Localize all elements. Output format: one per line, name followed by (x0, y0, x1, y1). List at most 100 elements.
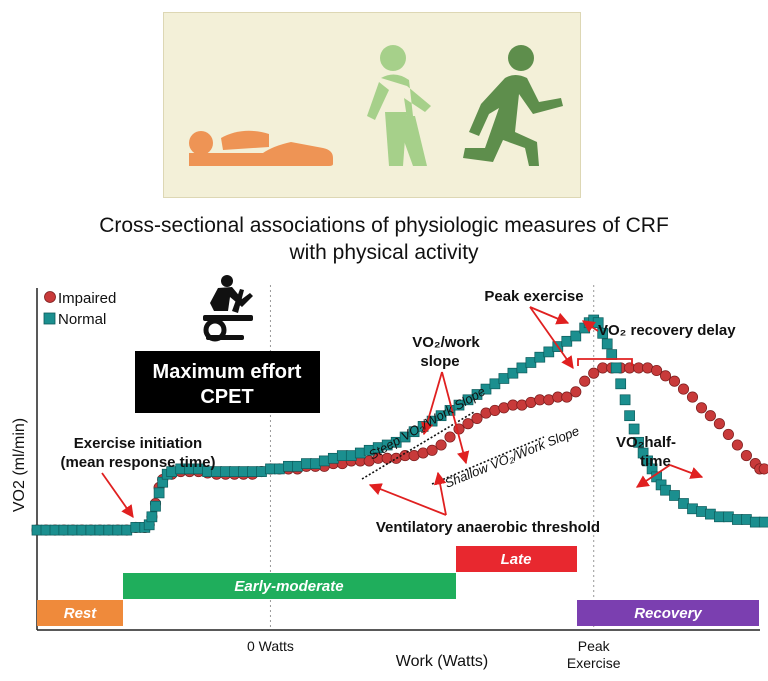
phase-label-recovery: Recovery (634, 605, 702, 622)
normal-point-90 (723, 511, 734, 523)
maximum-effort-line-1: Maximum effort (153, 361, 302, 383)
phase-bar-rest (37, 600, 123, 626)
normal-point-91 (732, 514, 743, 525)
vo2-half-time-label-1: VO₂half- (616, 434, 676, 451)
phase-label-late: Late (501, 551, 532, 568)
normal-point-2 (49, 524, 61, 536)
impaired-point-82 (740, 450, 752, 462)
normal-point-85 (678, 498, 689, 509)
normal-point-60 (534, 351, 546, 363)
x-tick-label-peak-exercise: Exercise (567, 655, 621, 671)
person-running-icon (463, 45, 563, 166)
normal-point-16 (153, 487, 165, 499)
normal-point-1 (40, 524, 52, 536)
vo2-work-slope-arrow-shallow (441, 371, 470, 465)
normal-point-29 (256, 466, 267, 477)
vo2-recovery-delay-bracket (577, 358, 633, 366)
exercise-initiation-arrow (101, 472, 134, 519)
shallow-slope-line (431, 436, 545, 485)
normal-point-28 (247, 466, 258, 477)
vo2-chart: Rest Early-moderate Late Recovery Impair… (11, 275, 768, 671)
normal-point-14 (146, 511, 158, 523)
normal-point-94 (758, 516, 768, 528)
impaired-point-75 (677, 383, 690, 395)
normal-point-57 (507, 367, 519, 379)
normal-point-89 (714, 511, 725, 523)
normal-point-8 (103, 524, 115, 536)
impaired-point-73 (659, 370, 672, 382)
legend-normal-marker (43, 312, 56, 325)
normal-point-92 (741, 514, 752, 525)
normal-point-53 (471, 389, 483, 400)
phase-bars: Rest Early-moderate Late Recovery (37, 546, 759, 626)
legend-impaired-marker (44, 291, 56, 303)
x-tick-label-0-watts: 0 Watts (247, 638, 294, 654)
normal-point-87 (696, 506, 707, 517)
normal-point-38 (336, 450, 348, 461)
exercise-bike-icon (203, 275, 253, 342)
normal-point-76 (628, 423, 640, 435)
vo2-work-slope-label-2: slope (420, 353, 459, 370)
normal-point-35 (310, 458, 321, 469)
impaired-point-64 (579, 375, 591, 387)
y-axis-label: VO2 (ml/min) (11, 418, 28, 512)
page-title: Cross-sectional associations of physiolo… (0, 212, 768, 266)
shallow-slope-label: Shallow VO₂/Work Slope (443, 423, 582, 491)
normal-point-3 (58, 524, 70, 536)
normal-point-9 (112, 524, 124, 536)
exercise-initiation-label-2: (mean response time) (60, 454, 215, 471)
peak-exercise-arrow-impaired (529, 306, 574, 370)
vo2-half-time-arrow-normal (635, 464, 671, 488)
person-walking-icon (367, 45, 431, 166)
phase-label-early-moderate: Early-moderate (234, 578, 343, 595)
normal-point-25 (220, 466, 231, 477)
impaired-point-47 (426, 444, 438, 456)
maximum-effort-box (135, 351, 320, 413)
impaired-point-63 (570, 386, 582, 398)
impaired-point-81 (731, 439, 743, 451)
impaired-point-80 (722, 428, 734, 440)
normal-point-11 (130, 522, 142, 533)
impaired-point-51 (462, 418, 474, 430)
vo2-half-time-arrow-impaired (669, 464, 704, 479)
normal-point-40 (354, 447, 366, 459)
legend: Impaired Normal (43, 290, 116, 328)
ventilatory-threshold-arrow-impaired (433, 471, 447, 516)
ventilatory-threshold-label: Ventilatory anaerobic threshold (376, 519, 600, 536)
normal-point-6 (85, 524, 97, 536)
phase-bar-early-moderate (123, 573, 456, 599)
impaired-point-49 (444, 431, 456, 443)
normal-point-64 (570, 330, 582, 342)
normal-point-39 (345, 450, 357, 461)
normal-point-93 (749, 516, 761, 528)
legend-impaired-label: Impaired (58, 290, 116, 307)
impaired-point-48 (435, 439, 447, 451)
impaired-point-76 (686, 391, 699, 403)
normal-point-86 (687, 503, 698, 515)
vo2-recovery-delay-arrow (581, 320, 599, 333)
person-lying-icon (189, 130, 333, 166)
normal-point-69 (597, 327, 609, 339)
impaired-point-85 (758, 463, 768, 475)
activity-illustration (163, 12, 581, 198)
normal-point-36 (318, 455, 330, 467)
ventilatory-threshold-arrow-normal (368, 483, 447, 516)
series-normal (31, 314, 768, 536)
normal-point-55 (489, 378, 501, 390)
normal-point-75 (624, 410, 635, 422)
x-tick-label-peak: Peak (578, 638, 611, 654)
normal-point-63 (561, 335, 573, 347)
normal-point-56 (498, 373, 510, 384)
normal-point-31 (274, 463, 285, 475)
normal-point-84 (669, 490, 680, 501)
impaired-point-65 (588, 367, 600, 379)
impaired-point-52 (471, 412, 483, 424)
normal-point-83 (660, 484, 671, 496)
impaired-point-62 (561, 391, 573, 403)
page-title-line-2: with physical activity (289, 241, 479, 264)
normal-point-77 (633, 436, 644, 448)
legend-normal-label: Normal (58, 311, 106, 328)
normal-point-59 (525, 357, 537, 368)
normal-point-34 (301, 458, 312, 469)
normal-point-37 (327, 452, 339, 464)
